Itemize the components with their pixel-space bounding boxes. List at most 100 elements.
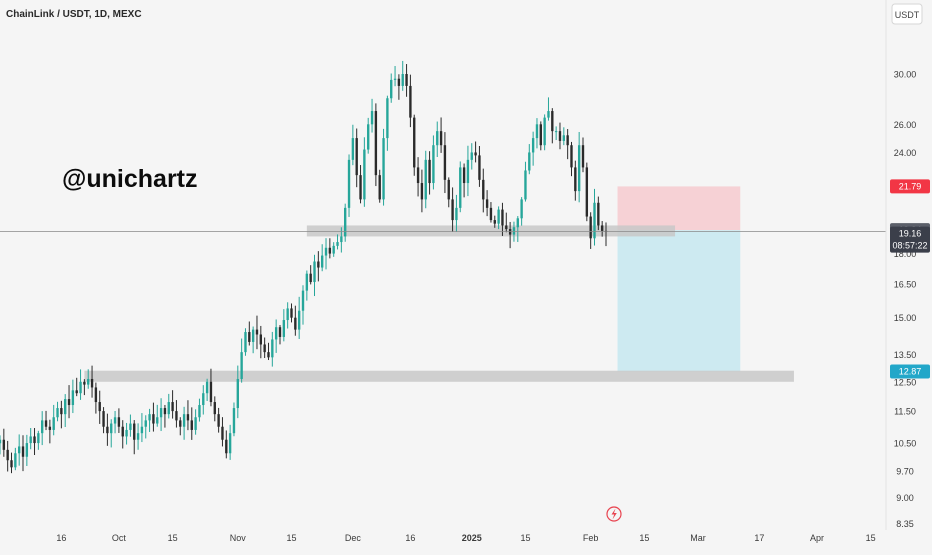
candle[interactable] [152, 402, 155, 432]
candle[interactable] [482, 168, 485, 213]
candle[interactable] [2, 428, 6, 457]
candle[interactable] [186, 400, 190, 431]
candle[interactable] [554, 126, 558, 141]
candle[interactable] [600, 221, 604, 237]
candle[interactable] [225, 430, 228, 459]
candle[interactable] [271, 331, 274, 367]
candle[interactable] [551, 108, 554, 144]
candle[interactable] [6, 440, 9, 472]
candle[interactable] [505, 212, 508, 233]
candle[interactable] [44, 410, 48, 431]
candle[interactable] [439, 117, 443, 153]
candle[interactable] [416, 157, 420, 197]
candle[interactable] [48, 419, 52, 444]
candle[interactable] [558, 122, 562, 150]
candle[interactable] [401, 60, 404, 91]
candle[interactable] [29, 427, 32, 450]
candle[interactable] [221, 417, 224, 447]
candle[interactable] [102, 407, 105, 434]
candle[interactable] [217, 407, 220, 433]
candle[interactable] [443, 132, 447, 194]
candle[interactable] [528, 144, 531, 175]
candle[interactable] [198, 398, 201, 422]
candle[interactable] [581, 137, 585, 173]
candle[interactable] [94, 382, 98, 414]
candle[interactable] [539, 121, 542, 151]
price-axis[interactable]: 30.00 26.00 24.00 18.00 16.50 15.00 13.50 12.50… [894, 70, 917, 530]
candle[interactable] [75, 377, 78, 397]
candle[interactable] [332, 242, 335, 257]
candle[interactable] [113, 410, 117, 434]
candle[interactable] [64, 394, 67, 427]
candle[interactable] [432, 135, 435, 190]
candle[interactable] [213, 396, 216, 422]
candle[interactable] [244, 328, 247, 356]
candle[interactable] [355, 128, 358, 188]
candle[interactable] [14, 447, 17, 471]
candle[interactable] [359, 165, 362, 204]
candle[interactable] [232, 402, 236, 437]
candle[interactable] [79, 369, 82, 400]
candle[interactable] [87, 369, 90, 389]
candle[interactable] [41, 411, 44, 446]
candle[interactable] [420, 169, 424, 213]
candle[interactable] [470, 143, 473, 170]
candle[interactable] [159, 398, 163, 432]
candle[interactable] [56, 401, 59, 422]
candle[interactable] [106, 413, 109, 446]
candle[interactable] [190, 407, 193, 440]
candle[interactable] [255, 315, 259, 350]
candle[interactable] [455, 194, 458, 232]
candle[interactable] [228, 424, 232, 460]
candle[interactable] [121, 420, 124, 449]
candle[interactable] [175, 400, 178, 428]
candle[interactable] [363, 137, 366, 207]
candle[interactable] [386, 95, 389, 151]
candle[interactable] [313, 254, 316, 297]
candle[interactable] [282, 309, 286, 342]
candle[interactable] [294, 305, 297, 336]
candle[interactable] [451, 187, 454, 232]
candle[interactable] [324, 238, 328, 270]
candle[interactable] [370, 98, 374, 133]
candle[interactable] [37, 430, 40, 450]
candle[interactable] [462, 163, 466, 198]
candle[interactable] [382, 128, 385, 206]
candle[interactable] [390, 73, 393, 103]
candle[interactable] [520, 197, 523, 226]
candle[interactable] [17, 434, 21, 466]
candle[interactable] [125, 422, 128, 445]
candle[interactable] [562, 127, 566, 146]
time-axis[interactable]: 16 Oct 15 Nov 15 Dec 16 2025 15 Feb 15 Mar 17 Apr 15 [56, 533, 875, 543]
candle[interactable] [577, 131, 581, 203]
candle[interactable] [597, 196, 600, 231]
candle[interactable] [67, 385, 71, 419]
candle[interactable] [286, 302, 289, 329]
candle[interactable] [21, 435, 25, 472]
candle[interactable] [0, 435, 2, 455]
candle[interactable] [516, 216, 519, 242]
candle[interactable] [194, 409, 197, 435]
candle[interactable] [485, 190, 489, 217]
candle[interactable] [274, 319, 278, 353]
candle[interactable] [393, 66, 397, 87]
resistance-zone[interactable] [306, 225, 676, 237]
candle[interactable] [202, 385, 205, 415]
candle[interactable] [543, 114, 546, 151]
candle[interactable] [347, 154, 351, 217]
candle[interactable] [466, 145, 470, 197]
candle[interactable] [167, 393, 170, 419]
lightning-icon[interactable] [606, 506, 622, 522]
candle[interactable] [133, 420, 136, 455]
candle[interactable] [236, 365, 239, 419]
candle[interactable] [278, 325, 282, 345]
candle[interactable] [136, 423, 140, 450]
candle[interactable] [52, 404, 55, 436]
candle[interactable] [129, 414, 132, 437]
candle[interactable] [409, 74, 412, 128]
candle[interactable] [367, 117, 370, 154]
candle[interactable] [297, 296, 301, 339]
candle[interactable] [574, 160, 577, 201]
candle[interactable] [290, 303, 293, 323]
